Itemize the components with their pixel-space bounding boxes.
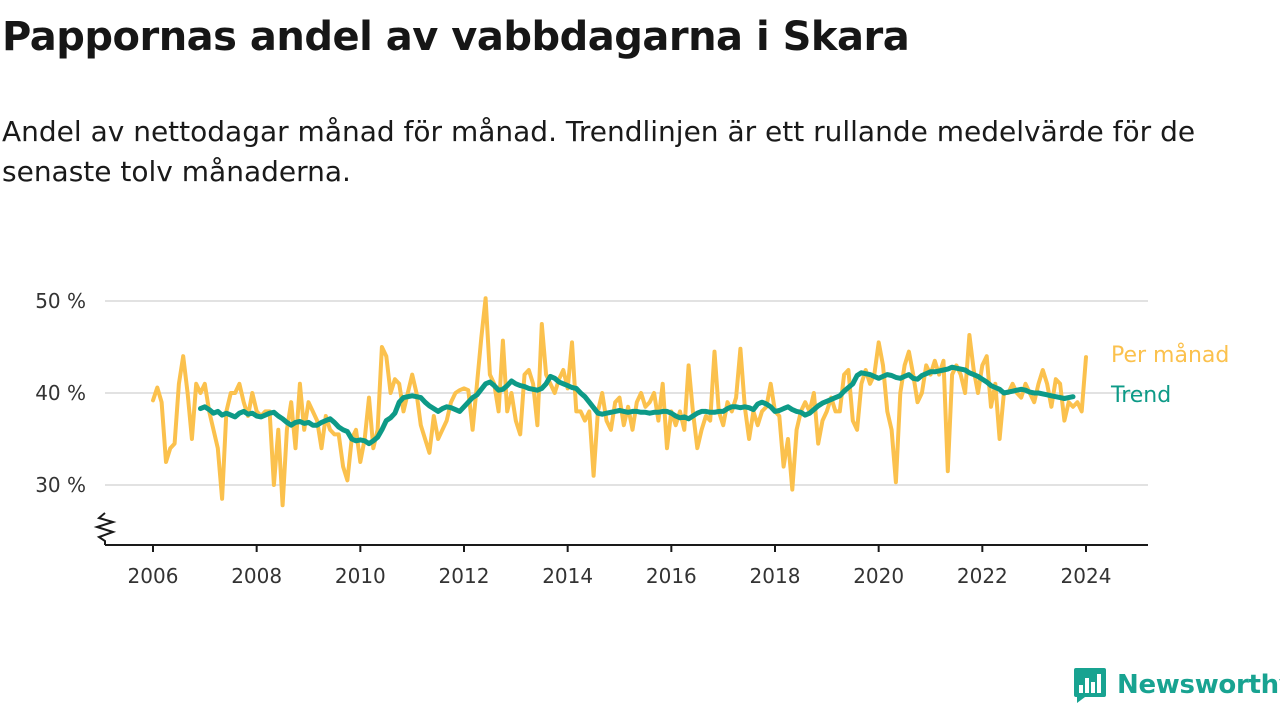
series-label-trend: Trend	[1110, 383, 1171, 408]
brand-logo[interactable]: Newsworthy	[1073, 664, 1280, 706]
y-tick-label: 50 %	[35, 289, 86, 313]
newsworthy-logo-icon	[1074, 668, 1106, 703]
series-line-per-manad	[151, 296, 1088, 508]
x-tick-label: 2016	[646, 564, 697, 588]
chart-title: Pappornas andel av vabbdagarna i Skara	[2, 14, 910, 60]
x-axis: 2006 2008 2010 2012 2014 2016 2018 2020 2022 2024	[105, 544, 1148, 588]
x-tick-label: 2024	[1061, 564, 1112, 588]
x-tick-label: 2018	[750, 564, 801, 588]
x-tick-label: 2008	[231, 564, 282, 588]
brand-name: Newsworthy	[1117, 670, 1280, 700]
x-tick-label: 2022	[957, 564, 1008, 588]
series-label-per-manad: Per månad	[1111, 342, 1229, 368]
series-lines	[151, 296, 1088, 508]
gridlines	[105, 300, 1148, 486]
series-labels: Per månad Trend	[1110, 342, 1229, 408]
x-tick-label: 2014	[542, 564, 593, 588]
y-tick-label: 30 %	[35, 473, 86, 497]
x-tick-label: 2012	[439, 564, 490, 588]
x-tick-label: 2006	[128, 564, 179, 588]
chart-subtitle: Andel av nettodagar månad för månad. Tre…	[2, 115, 1196, 188]
y-tick-label: 40 %	[35, 381, 86, 405]
series-line-trend	[198, 364, 1076, 447]
axis-break-icon	[93, 512, 117, 545]
x-tick-label: 2010	[335, 564, 386, 588]
y-axis: 30 % 40 % 50 %	[35, 289, 117, 545]
x-tick-label: 2020	[853, 564, 904, 588]
